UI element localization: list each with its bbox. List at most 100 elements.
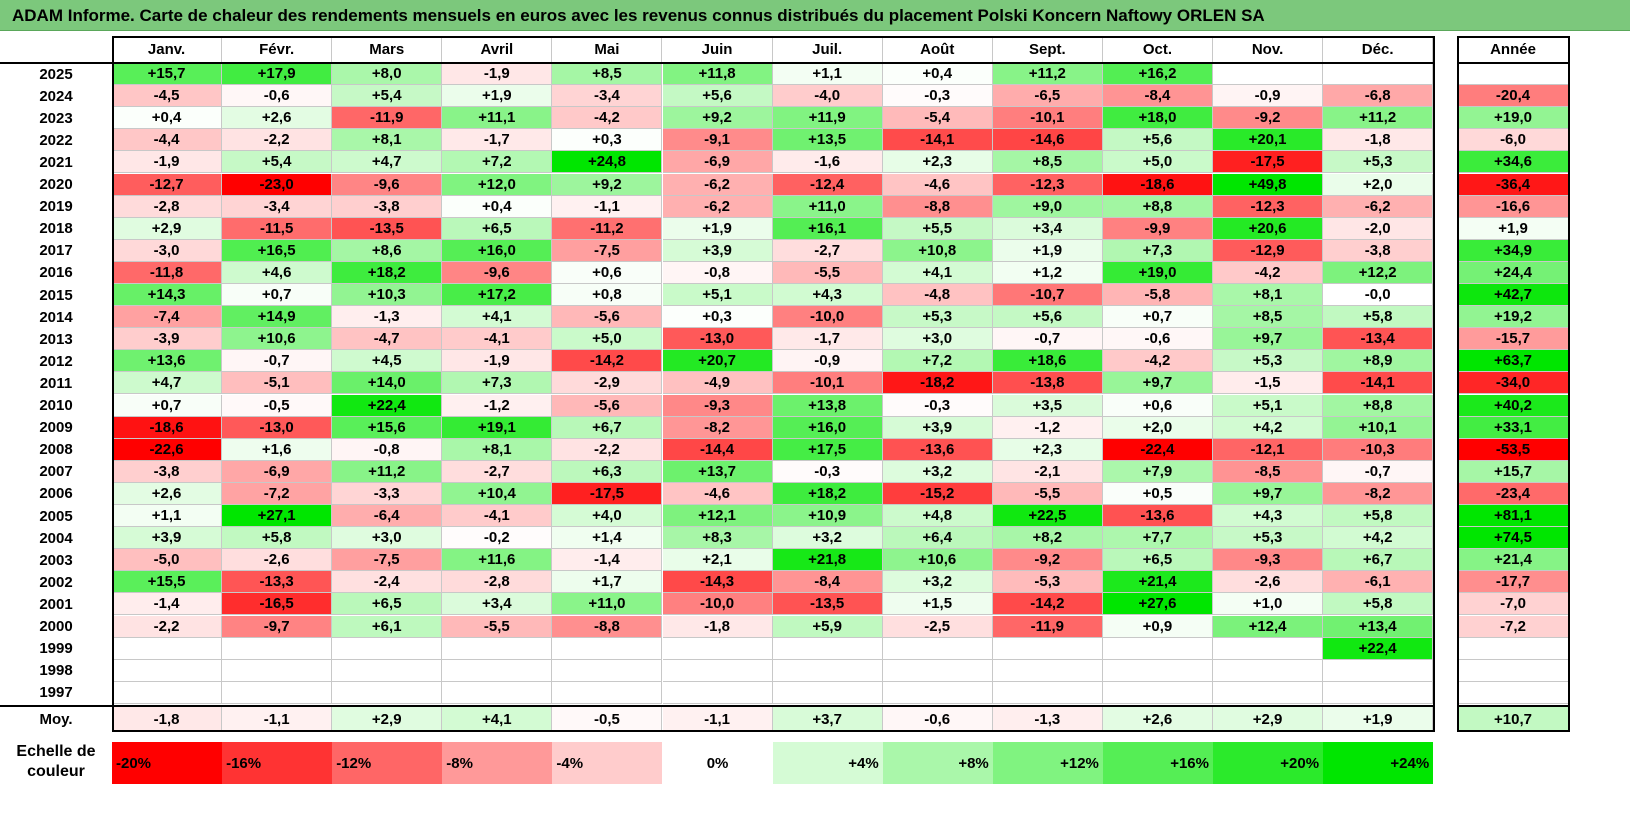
annual-cell (1457, 681, 1570, 704)
heatmap-cell: -2,0 (1323, 217, 1434, 240)
heatmap-cell: +27,6 (1102, 593, 1213, 616)
year-label: 2011 (39, 374, 73, 392)
month-header: Sept. (993, 36, 1103, 63)
heatmap-cell (332, 659, 443, 682)
heatmap-cell: -0,7 (992, 328, 1103, 351)
heatmap-cell: +5,5 (882, 217, 993, 240)
color-scale-cell: +20% (1213, 742, 1324, 784)
heatmap-cell: +18,6 (992, 350, 1103, 373)
heatmap-cell: -10,0 (772, 306, 883, 329)
heatmap-cell: +7,3 (1102, 239, 1213, 262)
heatmap-cell: -6,2 (662, 195, 773, 218)
annual-cell: +63,7 (1457, 350, 1570, 373)
heatmap-cell: +2,6 (112, 482, 223, 505)
annual-cell: +40,2 (1457, 394, 1570, 417)
year-label: 2022 (39, 131, 73, 149)
heatmap-cell: -7,4 (112, 306, 223, 329)
heatmap-cell: -0,7 (222, 350, 333, 373)
annual-cell: +15,7 (1457, 460, 1570, 483)
heatmap-cell: +17,5 (772, 438, 883, 461)
heatmap-cell: -17,5 (1213, 151, 1324, 174)
heatmap-cell: -6,8 (1323, 85, 1434, 108)
heatmap-cell: +6,7 (1323, 549, 1434, 572)
heatmap-cell: -12,9 (1213, 239, 1324, 262)
heatmap-cell: -22,6 (112, 438, 223, 461)
heatmap-cell: +9,2 (662, 107, 773, 130)
heatmap-cell: +4,1 (882, 261, 993, 284)
heatmap-cell: +5,0 (552, 328, 663, 351)
heatmap-cell: -4,2 (1102, 350, 1213, 373)
heatmap-cell: +9,7 (1213, 482, 1324, 505)
heatmap-cell: +4,7 (332, 151, 443, 174)
heatmap-cell: +0,4 (112, 107, 223, 130)
heatmap-cell: -9,3 (662, 394, 773, 417)
year-label: 2020 (39, 176, 73, 194)
heatmap-cell: +19,1 (442, 416, 553, 439)
heatmap-cell (882, 659, 993, 682)
average-cell: +4,1 (442, 707, 553, 732)
month-header: Juil. (773, 36, 883, 63)
heatmap-cell: -0,6 (1102, 328, 1213, 351)
heatmap-cell: -5,5 (992, 482, 1103, 505)
heatmap-cell: +8,8 (1102, 195, 1213, 218)
heatmap-cell: +15,5 (112, 571, 223, 594)
heatmap-cell: -0,5 (222, 394, 333, 417)
annual-cell: -7,0 (1457, 593, 1570, 616)
heatmap-cell: +5,6 (662, 85, 773, 108)
heatmap-cell (662, 637, 773, 660)
heatmap-cell: +0,7 (222, 284, 333, 307)
heatmap-cell: -12,3 (1213, 195, 1324, 218)
heatmap-cell: +5,4 (332, 85, 443, 108)
heatmap-cell: -6,4 (332, 505, 443, 528)
heatmap-cell: -9,2 (992, 549, 1103, 572)
heatmap-cell (992, 637, 1103, 660)
heatmap-cell: +10,9 (772, 505, 883, 528)
heatmap-cell: -13,6 (1102, 505, 1213, 528)
annual-cell: +34,9 (1457, 239, 1570, 262)
heatmap-cell: +7,3 (442, 372, 553, 395)
heatmap-cell: -0,9 (772, 350, 883, 373)
heatmap-cell: +9,0 (992, 195, 1103, 218)
title-bar: ADAM Informe. Carte de chaleur des rende… (0, 0, 1630, 31)
heatmap-cell: -1,7 (772, 328, 883, 351)
year-label: 1998 (39, 662, 73, 680)
heatmap-cell: +20,1 (1213, 129, 1324, 152)
heatmap-cell: -10,1 (772, 372, 883, 395)
average-cell: +2,6 (1102, 707, 1213, 732)
heatmap-cell: -8,2 (1323, 482, 1434, 505)
annual-cell: +81,1 (1457, 505, 1570, 528)
heatmap-cell: +3,4 (442, 593, 553, 616)
heatmap-cell: -4,9 (662, 372, 773, 395)
heatmap-cell: +5,8 (1323, 505, 1434, 528)
annual-cell: -7,2 (1457, 615, 1570, 638)
heatmap-cell: -14,3 (662, 571, 773, 594)
heatmap-cell: +8,6 (332, 239, 443, 262)
heatmap-cell (772, 637, 883, 660)
heatmap-cell: -13,0 (662, 328, 773, 351)
heatmap-cell: +11,8 (662, 63, 773, 86)
heatmap-cell: -0,3 (772, 460, 883, 483)
heatmap-cell: +16,2 (1102, 63, 1213, 86)
heatmap-cell: -9,6 (442, 261, 553, 284)
heatmap-cell (222, 681, 333, 704)
month-header: Déc. (1323, 36, 1434, 63)
heatmap-cell: +6,7 (552, 416, 663, 439)
heatmap-cell: +11,2 (332, 460, 443, 483)
heatmap-cell: +1,6 (222, 438, 333, 461)
heatmap-cell: -22,4 (1102, 438, 1213, 461)
heatmap-cell: -11,8 (112, 261, 223, 284)
heatmap-cell: +20,7 (662, 350, 773, 373)
annual-cell: -16,6 (1457, 195, 1570, 218)
heatmap-cell (1323, 63, 1434, 86)
heatmap-cell: +0,3 (662, 306, 773, 329)
heatmap-cell: +3,9 (882, 416, 993, 439)
heatmap-cell: +1,1 (112, 505, 223, 528)
heatmap-cell: -1,6 (772, 151, 883, 174)
heatmap-cell: +14,0 (332, 372, 443, 395)
heatmap-cell: -0,7 (1323, 460, 1434, 483)
heatmap-cell: +5,3 (882, 306, 993, 329)
heatmap-cell (1213, 681, 1324, 704)
heatmap-cell: -9,9 (1102, 217, 1213, 240)
heatmap-cell: -3,4 (222, 195, 333, 218)
heatmap-cell: +18,2 (332, 261, 443, 284)
